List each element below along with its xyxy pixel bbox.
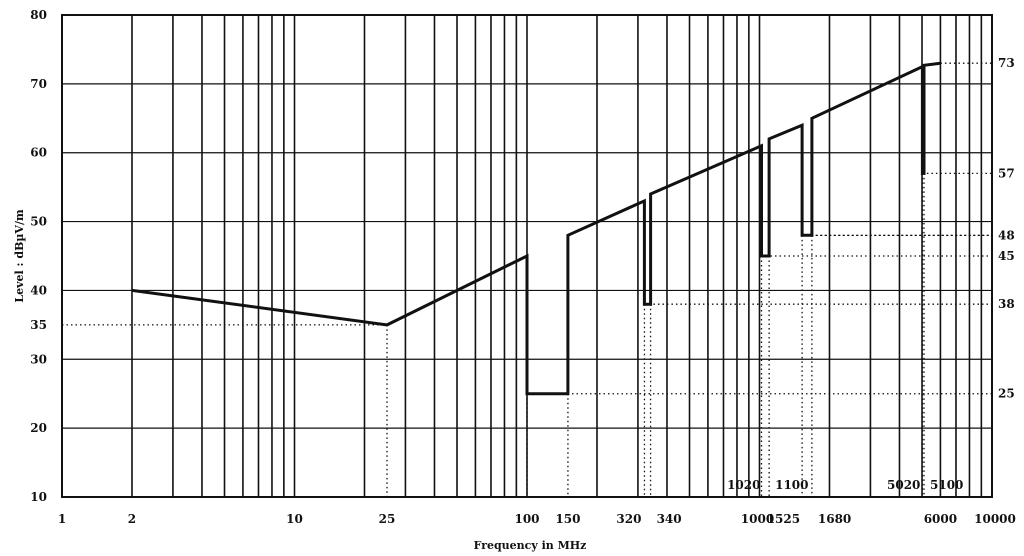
x-tick-label: 2 bbox=[128, 512, 136, 526]
y-axis-left: 10 20 30 35 40 50 60 70 80 bbox=[30, 8, 47, 504]
x-tick-label: 340 bbox=[657, 512, 682, 526]
x-tick-label: 10000 bbox=[974, 512, 1016, 526]
x-tick-label: 6000 bbox=[924, 512, 957, 526]
x-tick-label: 1525 bbox=[767, 512, 800, 526]
y-tick-label: 60 bbox=[30, 146, 47, 160]
y-tick-label-right: 45 bbox=[998, 249, 1015, 263]
grid bbox=[62, 15, 992, 497]
y-tick-label: 70 bbox=[30, 77, 47, 91]
x-tick-label: 100 bbox=[514, 512, 539, 526]
x-tick-label: 1020 bbox=[727, 478, 760, 492]
x-axis: 1 2 10 25 100 150 320 340 1000 1020 1100 1525 1680 50… bbox=[58, 478, 1016, 526]
reference-guides bbox=[62, 62, 992, 497]
x-tick-label: 1000 bbox=[741, 512, 774, 526]
y-axis-right: 25 38 45 48 57 73 bbox=[998, 56, 1015, 401]
y-tick-label-right: 25 bbox=[998, 387, 1015, 401]
y-tick-label: 10 bbox=[30, 490, 47, 504]
x-tick-label: 1100 bbox=[775, 478, 808, 492]
limit-trace bbox=[131, 61, 941, 396]
y-tick-label: 50 bbox=[30, 215, 47, 229]
x-tick-label: 320 bbox=[616, 512, 641, 526]
x-tick-label: 150 bbox=[555, 512, 580, 526]
x-tick-label: 5020 bbox=[887, 478, 920, 492]
y-tick-label: 40 bbox=[30, 283, 47, 297]
y-tick-label: 30 bbox=[30, 352, 47, 366]
limit-line bbox=[131, 61, 941, 396]
y-tick-label: 20 bbox=[30, 421, 47, 435]
y-tick-label-right: 57 bbox=[998, 166, 1015, 180]
x-tick-label: 25 bbox=[379, 512, 396, 526]
x-tick-label: 10 bbox=[286, 512, 303, 526]
y-tick-label: 35 bbox=[30, 318, 47, 332]
y-tick-label: 80 bbox=[30, 8, 47, 22]
x-tick-label: 1 bbox=[58, 512, 66, 526]
y-axis-title: Level : dBµV/m bbox=[13, 209, 26, 303]
x-axis-title: Frequency in MHz bbox=[474, 539, 587, 552]
y-tick-label-right: 73 bbox=[998, 56, 1015, 70]
y-tick-label-right: 48 bbox=[998, 228, 1015, 242]
y-tick-label-right: 38 bbox=[998, 297, 1015, 311]
plot-frame bbox=[61, 14, 993, 498]
x-tick-label: 1680 bbox=[818, 512, 851, 526]
x-tick-label: 5100 bbox=[930, 478, 963, 492]
